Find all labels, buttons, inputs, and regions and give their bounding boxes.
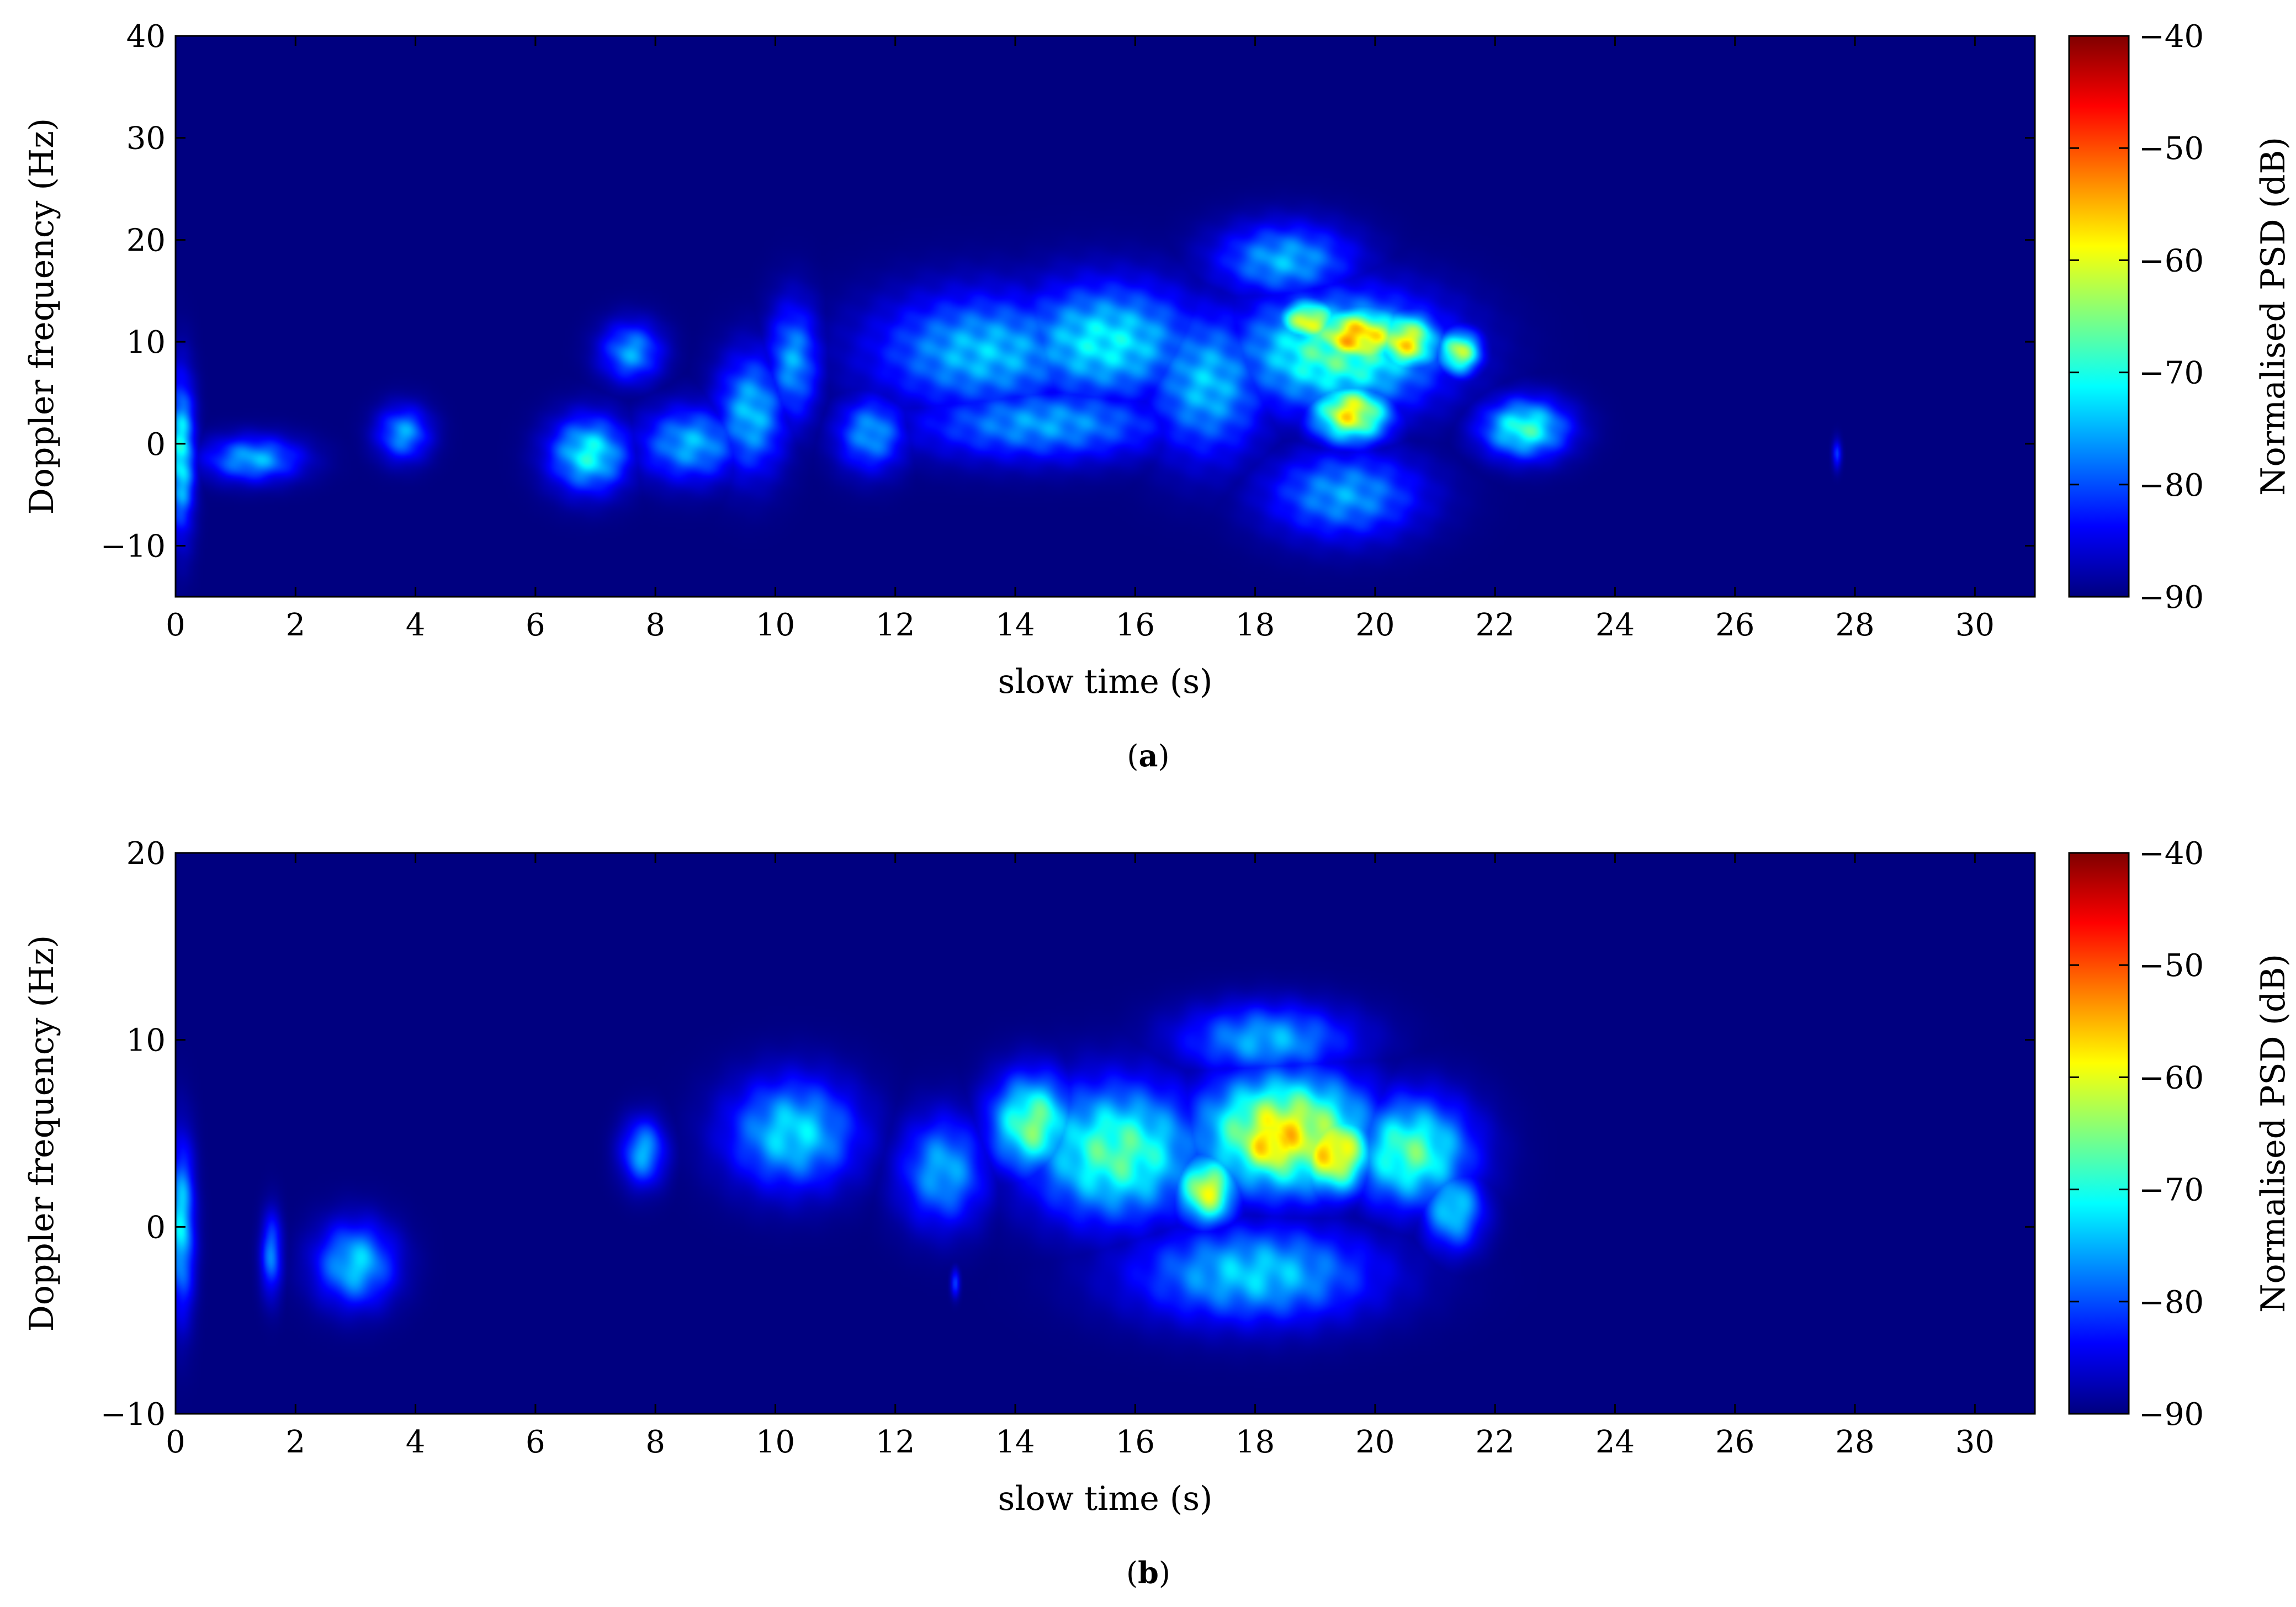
- x-tick-label: 14: [995, 1424, 1035, 1460]
- colorbar-label-b: Normalised PSD (dB): [2254, 954, 2293, 1313]
- x-tick-label: 2: [285, 1424, 305, 1460]
- x-tick-label: 8: [645, 607, 665, 643]
- y-ticks-b: −10 0 10 20: [100, 836, 2035, 1433]
- colorbar-tick-label: −70: [2139, 1173, 2204, 1208]
- plot-frame-b: [174, 852, 2036, 1415]
- plot-frame-a: [174, 35, 2036, 598]
- x-tick-label: 10: [756, 1424, 795, 1460]
- y-tick-label: −10: [100, 529, 166, 565]
- colorbar-tick-label: −60: [2139, 1060, 2204, 1096]
- spectrogram-panel-a: 0 2 4 6 8 10 12 14 16 18 20 22 24 26 28 30 −10010203040…: [23, 19, 2293, 773]
- x-axis-label-b: slow time (s): [998, 1479, 1213, 1518]
- x-tick-label: 0: [166, 607, 185, 643]
- x-tick-label: 10: [756, 607, 795, 643]
- x-tick-label: 16: [1116, 607, 1155, 643]
- colorbar-label-a: Normalised PSD (dB): [2254, 137, 2293, 496]
- x-tick-label: 12: [876, 607, 915, 643]
- x-tick-label: 26: [1715, 607, 1754, 643]
- colorbar-tick-label: −80: [2139, 1285, 2204, 1320]
- x-tick-label: 8: [645, 1424, 665, 1460]
- x-tick-label: 30: [1955, 607, 1995, 643]
- colorbar-b: [2068, 852, 2130, 1415]
- colorbar-ticks-a: −90 −80 −70 −60 −50 −40: [2069, 19, 2204, 616]
- y-tick-label: 0: [146, 1210, 166, 1245]
- colorbar-ticks-b: −90 −80 −70 −60 −50 −40: [2069, 836, 2204, 1433]
- heatmap-image-a: [176, 36, 2035, 597]
- x-ticks-b: 0 2 4 6 8 10 12 14 16 18 20 22 24 26 28 30: [166, 853, 1995, 1460]
- x-tick-label: 2: [285, 607, 305, 643]
- x-tick-label: 28: [1835, 1424, 1874, 1460]
- y-tick-label: 20: [126, 222, 166, 258]
- x-tick-label: 26: [1715, 1424, 1754, 1460]
- colorbar-tick-label: −90: [2139, 580, 2204, 616]
- y-tick-label: 20: [126, 836, 166, 872]
- x-tick-label: 4: [406, 1424, 426, 1460]
- x-tick-label: 24: [1595, 607, 1635, 643]
- y-tick-label: 0: [146, 427, 166, 463]
- colorbar-tick-label: −60: [2139, 243, 2204, 279]
- y-tick-label: −10: [100, 1397, 166, 1433]
- heatmap-image-b: [176, 853, 2035, 1414]
- y-tick-label: 30: [126, 121, 166, 157]
- y-ticks-a: −10 0 10 20 30 40: [100, 19, 2035, 565]
- x-tick-label: 12: [876, 1424, 915, 1460]
- colorbar-tick-label: −80: [2139, 468, 2204, 503]
- x-tick-label: 22: [1476, 1424, 1515, 1460]
- x-tick-label: 0: [166, 1424, 185, 1460]
- colorbar-tick-label: −70: [2139, 356, 2204, 391]
- x-tick-label: 28: [1835, 607, 1874, 643]
- x-ticks-a: 0 2 4 6 8 10 12 14 16 18 20 22 24 26 28 30: [166, 36, 1995, 643]
- colorbar-tick-label: −40: [2139, 836, 2204, 872]
- y-tick-label: 10: [126, 1023, 166, 1059]
- colorbar-tick-label: −50: [2139, 948, 2204, 984]
- x-tick-label: 6: [526, 607, 545, 643]
- x-tick-label: 14: [995, 607, 1035, 643]
- colorbar-a: [2068, 35, 2130, 598]
- x-tick-label: 6: [526, 1424, 545, 1460]
- x-tick-label: 16: [1116, 1424, 1155, 1460]
- caption-b: (b): [1126, 1555, 1170, 1590]
- y-tick-label: 40: [126, 19, 166, 55]
- x-tick-label: 4: [406, 607, 426, 643]
- colorbar-tick-label: −40: [2139, 19, 2204, 55]
- x-axis-label-a: slow time (s): [998, 662, 1213, 701]
- y-axis-label-a: Doppler frequency (Hz): [23, 118, 61, 515]
- x-tick-label: 20: [1355, 607, 1394, 643]
- colorbar-tick-label: −50: [2139, 131, 2204, 167]
- colorbar-tick-label: −90: [2139, 1397, 2204, 1433]
- caption-a: (a): [1127, 738, 1169, 773]
- y-axis-label-b: Doppler frequency (Hz): [23, 935, 61, 1332]
- x-tick-label: 22: [1476, 607, 1515, 643]
- x-tick-label: 20: [1355, 1424, 1394, 1460]
- x-tick-label: 18: [1236, 1424, 1275, 1460]
- x-tick-label: 24: [1595, 1424, 1635, 1460]
- x-tick-label: 18: [1236, 607, 1275, 643]
- x-tick-label: 30: [1955, 1424, 1995, 1460]
- y-tick-label: 10: [126, 325, 166, 360]
